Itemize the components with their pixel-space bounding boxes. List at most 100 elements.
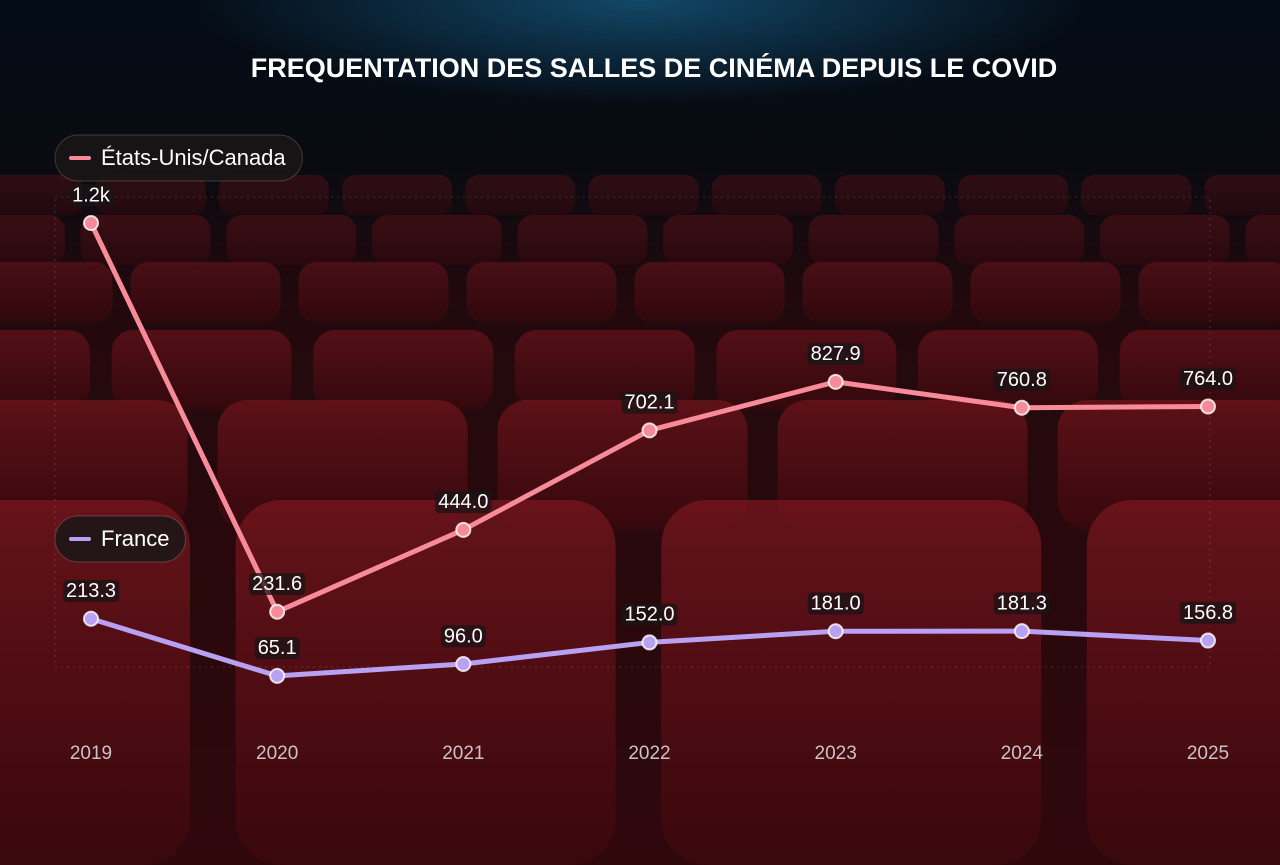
seat	[217, 400, 468, 530]
seat	[634, 262, 785, 322]
legend-label: France	[101, 526, 169, 551]
seat	[661, 500, 1042, 865]
seat	[130, 262, 281, 322]
seat	[0, 330, 90, 410]
seat	[0, 500, 190, 865]
value-label: 181.3	[997, 592, 1047, 614]
seat	[235, 500, 616, 865]
seat	[1245, 215, 1280, 265]
data-point	[827, 623, 844, 640]
value-label: 152.0	[624, 604, 674, 626]
data-point	[1200, 398, 1216, 415]
value-label-bg	[254, 637, 300, 660]
seat	[802, 262, 953, 322]
value-label-bg	[807, 592, 864, 615]
data-point	[455, 655, 472, 672]
seat	[711, 175, 822, 215]
value-label: 213.3	[66, 580, 116, 602]
x-tick-label: 2024	[1001, 743, 1044, 764]
value-label: 231.6	[252, 573, 302, 595]
value-label: 764.0	[1183, 368, 1233, 390]
x-tick-label: 2022	[628, 743, 670, 764]
seat	[497, 400, 748, 530]
value-label-group: 702.1	[621, 391, 678, 414]
data-point	[641, 634, 658, 651]
value-label: 156.8	[1183, 602, 1233, 624]
x-tick-label: 2025	[1187, 743, 1229, 764]
legend-bg	[54, 515, 186, 563]
value-label-bg	[621, 391, 678, 414]
seat	[1081, 175, 1192, 215]
value-label-group: 96.0	[440, 625, 486, 648]
seat	[226, 215, 357, 265]
value-label-bg	[435, 491, 492, 514]
value-label-group: 231.6	[249, 573, 306, 596]
legend-label: États-Unis/Canada	[101, 145, 286, 170]
seat	[466, 262, 617, 322]
seat	[465, 175, 576, 215]
seat	[298, 262, 449, 322]
value-label-group: 827.9	[807, 343, 864, 366]
value-label-bg	[621, 603, 678, 626]
seat	[514, 330, 695, 410]
value-label-group: 156.8	[1179, 601, 1237, 624]
value-label: 96.0	[444, 625, 483, 647]
seat	[588, 175, 699, 215]
chart-title: FREQUENTATION DES SALLES DE CINÉMA DEPUI…	[251, 52, 1058, 83]
plot-frame	[54, 196, 1211, 668]
value-label-bg	[1179, 367, 1237, 390]
seat	[663, 215, 793, 265]
legend-item: France	[54, 515, 186, 563]
seat	[958, 175, 1069, 215]
x-tick-label: 2023	[815, 743, 857, 764]
seat	[1086, 500, 1280, 865]
value-label: 65.1	[258, 637, 297, 659]
value-label-group: 213.3	[62, 580, 120, 603]
value-label-bg	[993, 369, 1050, 392]
value-label-group: 444.0	[435, 491, 492, 514]
data-point	[83, 215, 99, 231]
seat	[970, 262, 1121, 322]
value-label-bg	[249, 573, 306, 596]
seat	[80, 215, 211, 265]
seat	[218, 175, 329, 215]
data-point	[827, 373, 844, 390]
plot-area: 2019 2020 2021 2022 2023 2024 2025 1.2k 231.6 444…	[54, 134, 1237, 764]
x-tick-label: 2021	[442, 743, 484, 764]
data-point	[83, 610, 99, 627]
value-label-group: 65.1	[254, 637, 300, 660]
value-label-group: 152.0	[621, 603, 678, 626]
seat	[0, 215, 65, 265]
value-label: 760.8	[997, 369, 1047, 391]
seat	[0, 262, 113, 322]
value-label: 827.9	[811, 343, 861, 365]
value-label-group: 181.3	[993, 592, 1050, 615]
seat	[0, 175, 83, 215]
seat	[371, 215, 502, 265]
value-label-bg	[62, 580, 120, 603]
seat	[808, 215, 939, 265]
seat	[1099, 215, 1230, 265]
seat	[517, 215, 648, 265]
value-label-bg	[69, 184, 114, 207]
seat	[1204, 175, 1280, 215]
value-label-bg	[1179, 601, 1237, 624]
value-label-group: 181.0	[807, 592, 864, 615]
data-point	[455, 521, 472, 538]
value-label-group: 1.2k	[69, 184, 114, 207]
seat	[954, 215, 1085, 265]
seat	[111, 330, 292, 410]
seat	[0, 400, 188, 530]
value-label: 444.0	[438, 491, 488, 513]
data-point	[269, 603, 286, 620]
data-point	[269, 667, 286, 684]
seat	[777, 400, 1028, 530]
x-tick-label: 2020	[256, 743, 298, 764]
value-label-bg	[993, 592, 1050, 615]
value-label-group: 764.0	[1179, 367, 1237, 390]
x-tick-label: 2019	[70, 743, 112, 764]
value-label: 1.2k	[72, 184, 111, 206]
seat	[313, 330, 494, 410]
legend-bg	[54, 134, 303, 182]
